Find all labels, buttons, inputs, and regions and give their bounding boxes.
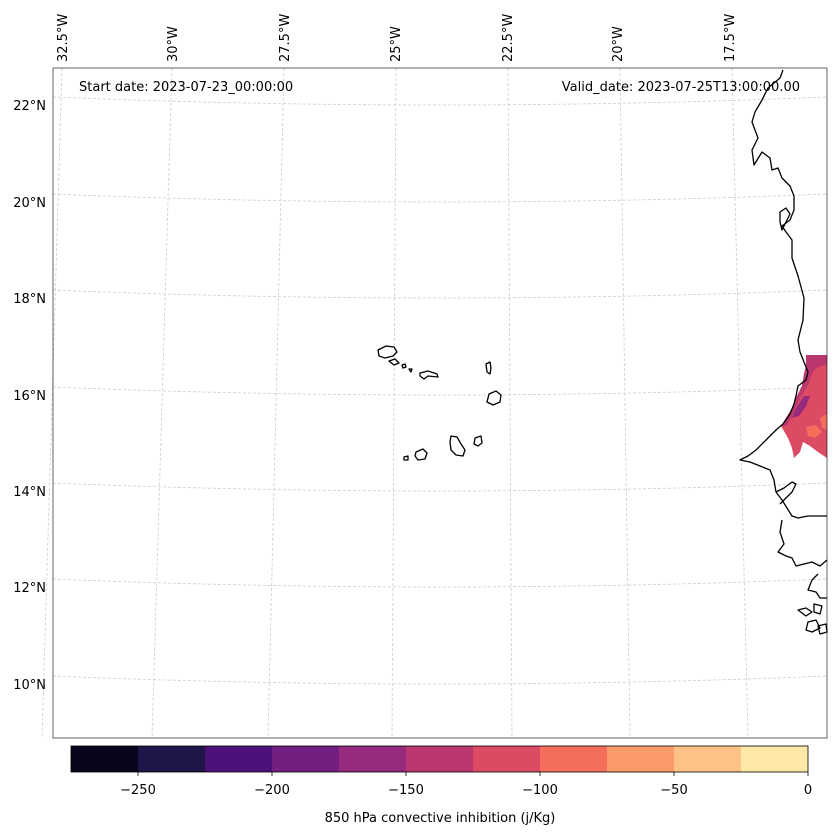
lon-label: 20°W [611, 26, 626, 62]
cin-contour-orange-2 [820, 414, 827, 430]
lat-label: 22°N [13, 99, 46, 114]
island-maio [473, 435, 483, 447]
grid-line-lat [52, 193, 828, 203]
grid-line-lat [52, 386, 828, 396]
graticule [41, 67, 828, 739]
colorbar-segment [741, 746, 808, 772]
grid-line-lon [267, 67, 285, 739]
colorbar-ticks: −250 −200 −150 −100 −50 0 [120, 783, 812, 798]
island-fogo [414, 448, 428, 461]
colorbar-segment [138, 746, 205, 772]
grid-line-lon [41, 67, 63, 739]
island-boa-vista [486, 390, 502, 406]
colorbar-segment [674, 746, 741, 772]
lon-label: 32.5°W [56, 14, 71, 62]
colorbar-tick-label: −150 [388, 783, 424, 798]
colorbar-tick-label: 0 [804, 783, 812, 798]
colorbar-segment [339, 746, 406, 772]
lat-label: 14°N [13, 485, 46, 500]
colorbar-segment [71, 746, 138, 772]
island-sao-nicolau [419, 370, 439, 380]
grid-line-lon [151, 67, 173, 739]
valid-date-label: Valid_date: 2023-07-25T13:00:00.00 [562, 80, 800, 95]
cape-verde-islands [377, 345, 502, 461]
island-santa-luzia [401, 363, 407, 369]
lon-label: 17.5°W [723, 14, 738, 62]
island-santo-antao [377, 345, 398, 359]
colorbar-tick-label: −200 [254, 783, 290, 798]
coastline-islands-south [797, 603, 828, 635]
lat-label: 16°N [13, 389, 46, 404]
lon-label: 22.5°W [501, 14, 516, 62]
coastline-guinea-bissau [777, 519, 828, 567]
lon-label: 25°W [389, 26, 404, 62]
island-sao-vicente [388, 358, 400, 366]
longitude-labels: 32.5°W 30°W 27.5°W 25°W 22.5°W 20°W 17.5… [56, 14, 738, 62]
lat-label: 20°N [13, 196, 46, 211]
colorbar-segment [272, 746, 339, 772]
lat-label: 12°N [13, 581, 46, 596]
island-branco [408, 368, 413, 373]
colorbar-tick-label: −250 [120, 783, 156, 798]
coastline-gambia [775, 481, 797, 505]
grid-line-lat [52, 482, 828, 492]
start-date-label: Start date: 2023-07-23_00:00:00 [79, 80, 293, 95]
coastline-mauritania-senegal [739, 69, 827, 519]
island-brava [403, 455, 409, 461]
colorbar-segment [205, 746, 272, 772]
grid-line-lon [507, 67, 513, 739]
grid-line-lon [619, 67, 631, 739]
colorbar-segment [406, 746, 473, 772]
island-santiago [449, 435, 466, 457]
lat-label: 10°N [13, 678, 46, 693]
cin-contour-orange [806, 425, 822, 438]
colorbar-tick-label: −50 [660, 783, 687, 798]
colorbar-segment [607, 746, 674, 772]
island-sal [485, 361, 492, 375]
colorbar-segment [473, 746, 540, 772]
grid-line-lat [52, 578, 828, 588]
lon-label: 27.5°W [278, 14, 293, 62]
grid-line-lon [391, 67, 397, 739]
coastline-guinea [807, 573, 827, 599]
colorbar-segment [540, 746, 607, 772]
grid-line-lon [731, 67, 749, 739]
cin-contour-purple [792, 396, 810, 418]
grid-line-lat [52, 96, 828, 106]
colorbar-frame [70, 745, 809, 773]
coastline [739, 69, 828, 635]
coastline-banc-arguin [779, 207, 791, 231]
colorbar [70, 745, 809, 776]
latitude-labels: 22°N 20°N 18°N 16°N 14°N 12°N 10°N [13, 99, 46, 693]
colorbar-title: 850 hPa convective inhibition (j/Kg) [325, 811, 556, 826]
axes-border [52, 67, 828, 739]
lon-label: 30°W [166, 26, 181, 62]
grid-line-lat [52, 675, 828, 685]
grid-line-lat [52, 289, 828, 299]
colorbar-tick-label: −100 [522, 783, 558, 798]
map-frame [53, 68, 827, 738]
lat-label: 18°N [13, 292, 46, 307]
